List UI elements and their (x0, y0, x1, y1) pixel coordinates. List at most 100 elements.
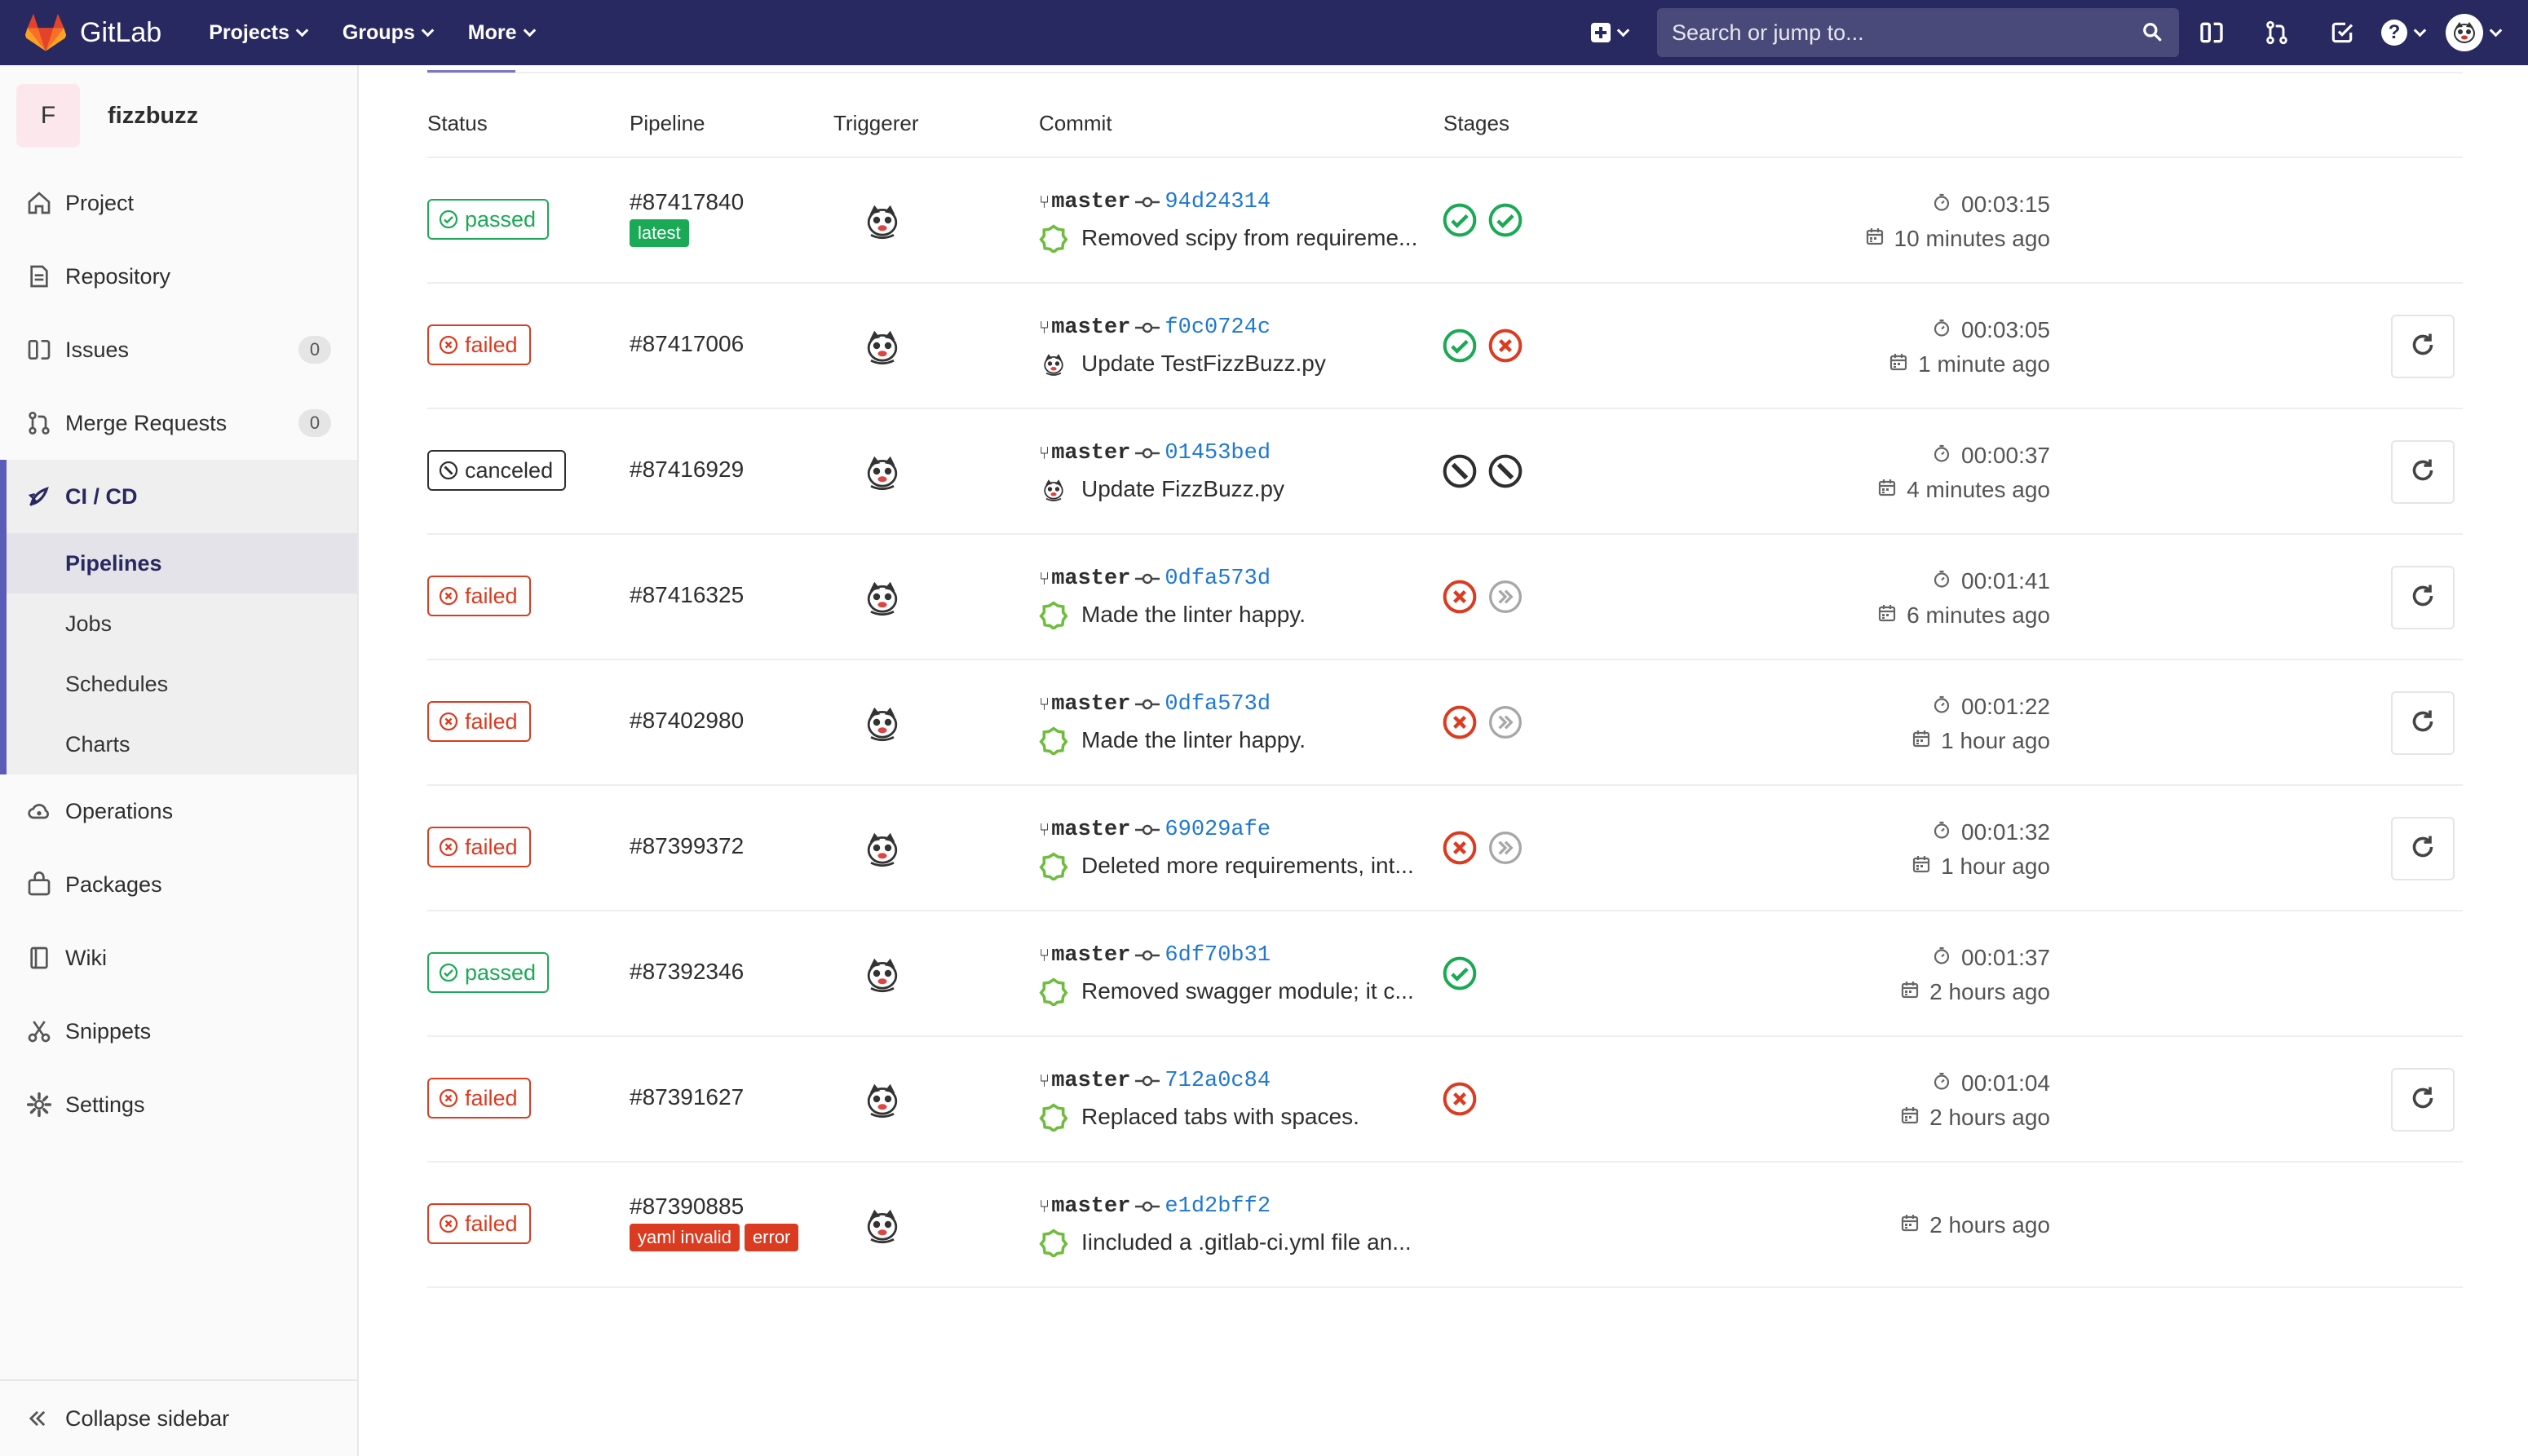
ci-status-badge[interactable]: failed (427, 1078, 531, 1118)
sidebar-item-snippets[interactable]: Snippets (0, 995, 357, 1068)
retry-pipeline-button[interactable] (2391, 566, 2455, 629)
pipeline-id-link[interactable]: #87416929 (630, 457, 745, 482)
commit-message-link[interactable]: Removed scipy from requireme... (1081, 225, 1418, 250)
commit-sha-link[interactable]: 0dfa573d (1165, 567, 1271, 591)
search-icon[interactable] (2141, 21, 2163, 42)
stage-skipped-icon[interactable] (1487, 579, 1523, 615)
commit-sha-link[interactable]: 0dfa573d (1165, 692, 1271, 717)
triggerer-avatar[interactable] (860, 951, 905, 996)
sidebar-subitem-schedules[interactable]: Schedules (65, 671, 169, 696)
stage-passed-icon[interactable] (1442, 955, 1478, 991)
ci-status-badge[interactable]: failed (427, 1203, 531, 1244)
commit-sha-link[interactable]: e1d2bff2 (1165, 1194, 1271, 1219)
ci-status-badge[interactable]: failed (427, 576, 531, 616)
sidebar-item-issues[interactable]: Issues 0 (0, 313, 357, 386)
branch-link[interactable]: master (1051, 692, 1131, 717)
retry-pipeline-button[interactable] (2391, 315, 2455, 378)
user-menu[interactable] (2446, 14, 2503, 51)
triggerer-avatar[interactable] (860, 699, 905, 745)
help-dropdown[interactable]: ? (2381, 20, 2427, 46)
ci-status-badge[interactable]: passed (427, 199, 550, 240)
triggerer-avatar[interactable] (860, 825, 905, 871)
retry-pipeline-button[interactable] (2391, 691, 2455, 755)
stage-failed-icon[interactable] (1442, 579, 1478, 615)
commit-message-link[interactable]: Made the linter happy. (1081, 727, 1306, 752)
commit-message-link[interactable]: Update TestFizzBuzz.py (1081, 351, 1326, 376)
branch-link[interactable]: master (1051, 1069, 1131, 1093)
retry-pipeline-button[interactable] (2391, 440, 2455, 504)
commit-author-avatar[interactable] (1039, 1228, 1068, 1259)
triggerer-avatar[interactable] (860, 1076, 905, 1122)
sidebar-subitem-charts[interactable]: Charts (65, 731, 130, 757)
ci-status-badge[interactable]: failed (427, 701, 531, 742)
ci-status-badge[interactable]: failed (427, 324, 531, 365)
commit-author-avatar[interactable] (1039, 223, 1068, 254)
stage-skipped-icon[interactable] (1487, 830, 1523, 866)
pipeline-id-link[interactable]: #87390885 (630, 1193, 745, 1219)
commit-message-link[interactable]: Deleted more requirements, int... (1081, 853, 1414, 878)
gitlab-logo-link[interactable]: GitLab (24, 0, 161, 65)
commit-author-avatar[interactable] (1039, 600, 1068, 631)
sidebar-item-merge-requests[interactable]: Merge Requests 0 (0, 386, 357, 460)
commit-message-link[interactable]: Removed swagger module; it c... (1081, 978, 1414, 1004)
triggerer-avatar[interactable] (860, 448, 905, 494)
pipeline-id-link[interactable]: #87416325 (630, 582, 745, 607)
sidebar-item-ci-cd[interactable]: CI / CD (7, 460, 357, 533)
triggerer-avatar[interactable] (860, 574, 905, 620)
pipeline-id-link[interactable]: #87392346 (630, 959, 745, 984)
commit-sha-link[interactable]: f0c0724c (1165, 315, 1271, 340)
commit-author-avatar[interactable] (1039, 474, 1068, 504)
ci-status-badge[interactable]: failed (427, 827, 531, 867)
sidebar-subitem-jobs[interactable]: Jobs (65, 611, 113, 636)
commit-author-avatar[interactable] (1039, 1102, 1068, 1133)
branch-link[interactable]: master (1051, 1194, 1131, 1219)
sidebar-item-project[interactable]: Project (0, 166, 357, 240)
search-input[interactable] (1672, 20, 2112, 46)
stage-failed-icon[interactable] (1487, 328, 1523, 364)
sidebar-toggle-button[interactable] (2179, 0, 2244, 65)
sidebar-item-operations[interactable]: Operations (0, 774, 357, 848)
stage-canceled-icon[interactable] (1442, 453, 1478, 489)
retry-pipeline-button[interactable] (2391, 817, 2455, 880)
stage-skipped-icon[interactable] (1487, 704, 1523, 740)
branch-link[interactable]: master (1051, 315, 1131, 340)
stage-failed-icon[interactable] (1442, 1081, 1478, 1117)
commit-sha-link[interactable]: 69029afe (1165, 818, 1271, 842)
sidebar-item-wiki[interactable]: Wiki (0, 921, 357, 995)
pipeline-id-link[interactable]: #87399372 (630, 833, 745, 858)
commit-sha-link[interactable]: 712a0c84 (1165, 1069, 1271, 1093)
commit-author-avatar[interactable] (1039, 977, 1068, 1008)
branch-link[interactable]: master (1051, 567, 1131, 591)
commit-message-link[interactable]: Update FizzBuzz.py (1081, 476, 1284, 501)
more-menu[interactable]: More (468, 21, 536, 45)
groups-menu[interactable]: Groups (343, 21, 435, 45)
commit-sha-link[interactable]: 01453bed (1165, 441, 1271, 465)
stage-passed-icon[interactable] (1487, 202, 1523, 238)
triggerer-avatar[interactable] (860, 1202, 905, 1247)
retry-pipeline-button[interactable] (2391, 1068, 2455, 1132)
ci-status-badge[interactable]: passed (427, 952, 550, 993)
stage-passed-icon[interactable] (1442, 202, 1478, 238)
pipeline-id-link[interactable]: #87402980 (630, 708, 745, 733)
commit-author-avatar[interactable] (1039, 726, 1068, 757)
stage-canceled-icon[interactable] (1487, 453, 1523, 489)
triggerer-avatar[interactable] (860, 197, 905, 243)
commit-sha-link[interactable]: 94d24314 (1165, 190, 1271, 214)
branch-link[interactable]: master (1051, 818, 1131, 842)
stage-failed-icon[interactable] (1442, 704, 1478, 740)
todos-nav-button[interactable] (2309, 0, 2375, 65)
commit-message-link[interactable]: Iincluded a .gitlab-ci.yml file an... (1081, 1229, 1412, 1255)
pipeline-id-link[interactable]: #87391627 (630, 1084, 745, 1110)
new-item-dropdown[interactable] (1591, 23, 1630, 42)
merge-requests-nav-button[interactable] (2244, 0, 2309, 65)
project-header[interactable]: F fizzbuzz (0, 65, 357, 166)
branch-link[interactable]: master (1051, 943, 1131, 968)
sidebar-item-settings[interactable]: Settings (0, 1068, 357, 1141)
stage-failed-icon[interactable] (1442, 830, 1478, 866)
commit-message-link[interactable]: Replaced tabs with spaces. (1081, 1104, 1359, 1129)
collapse-sidebar-button[interactable]: Collapse sidebar (0, 1379, 359, 1456)
branch-link[interactable]: master (1051, 190, 1131, 214)
commit-author-avatar[interactable] (1039, 349, 1068, 378)
sidebar-item-repository[interactable]: Repository (0, 240, 357, 313)
triggerer-avatar[interactable] (860, 323, 905, 368)
